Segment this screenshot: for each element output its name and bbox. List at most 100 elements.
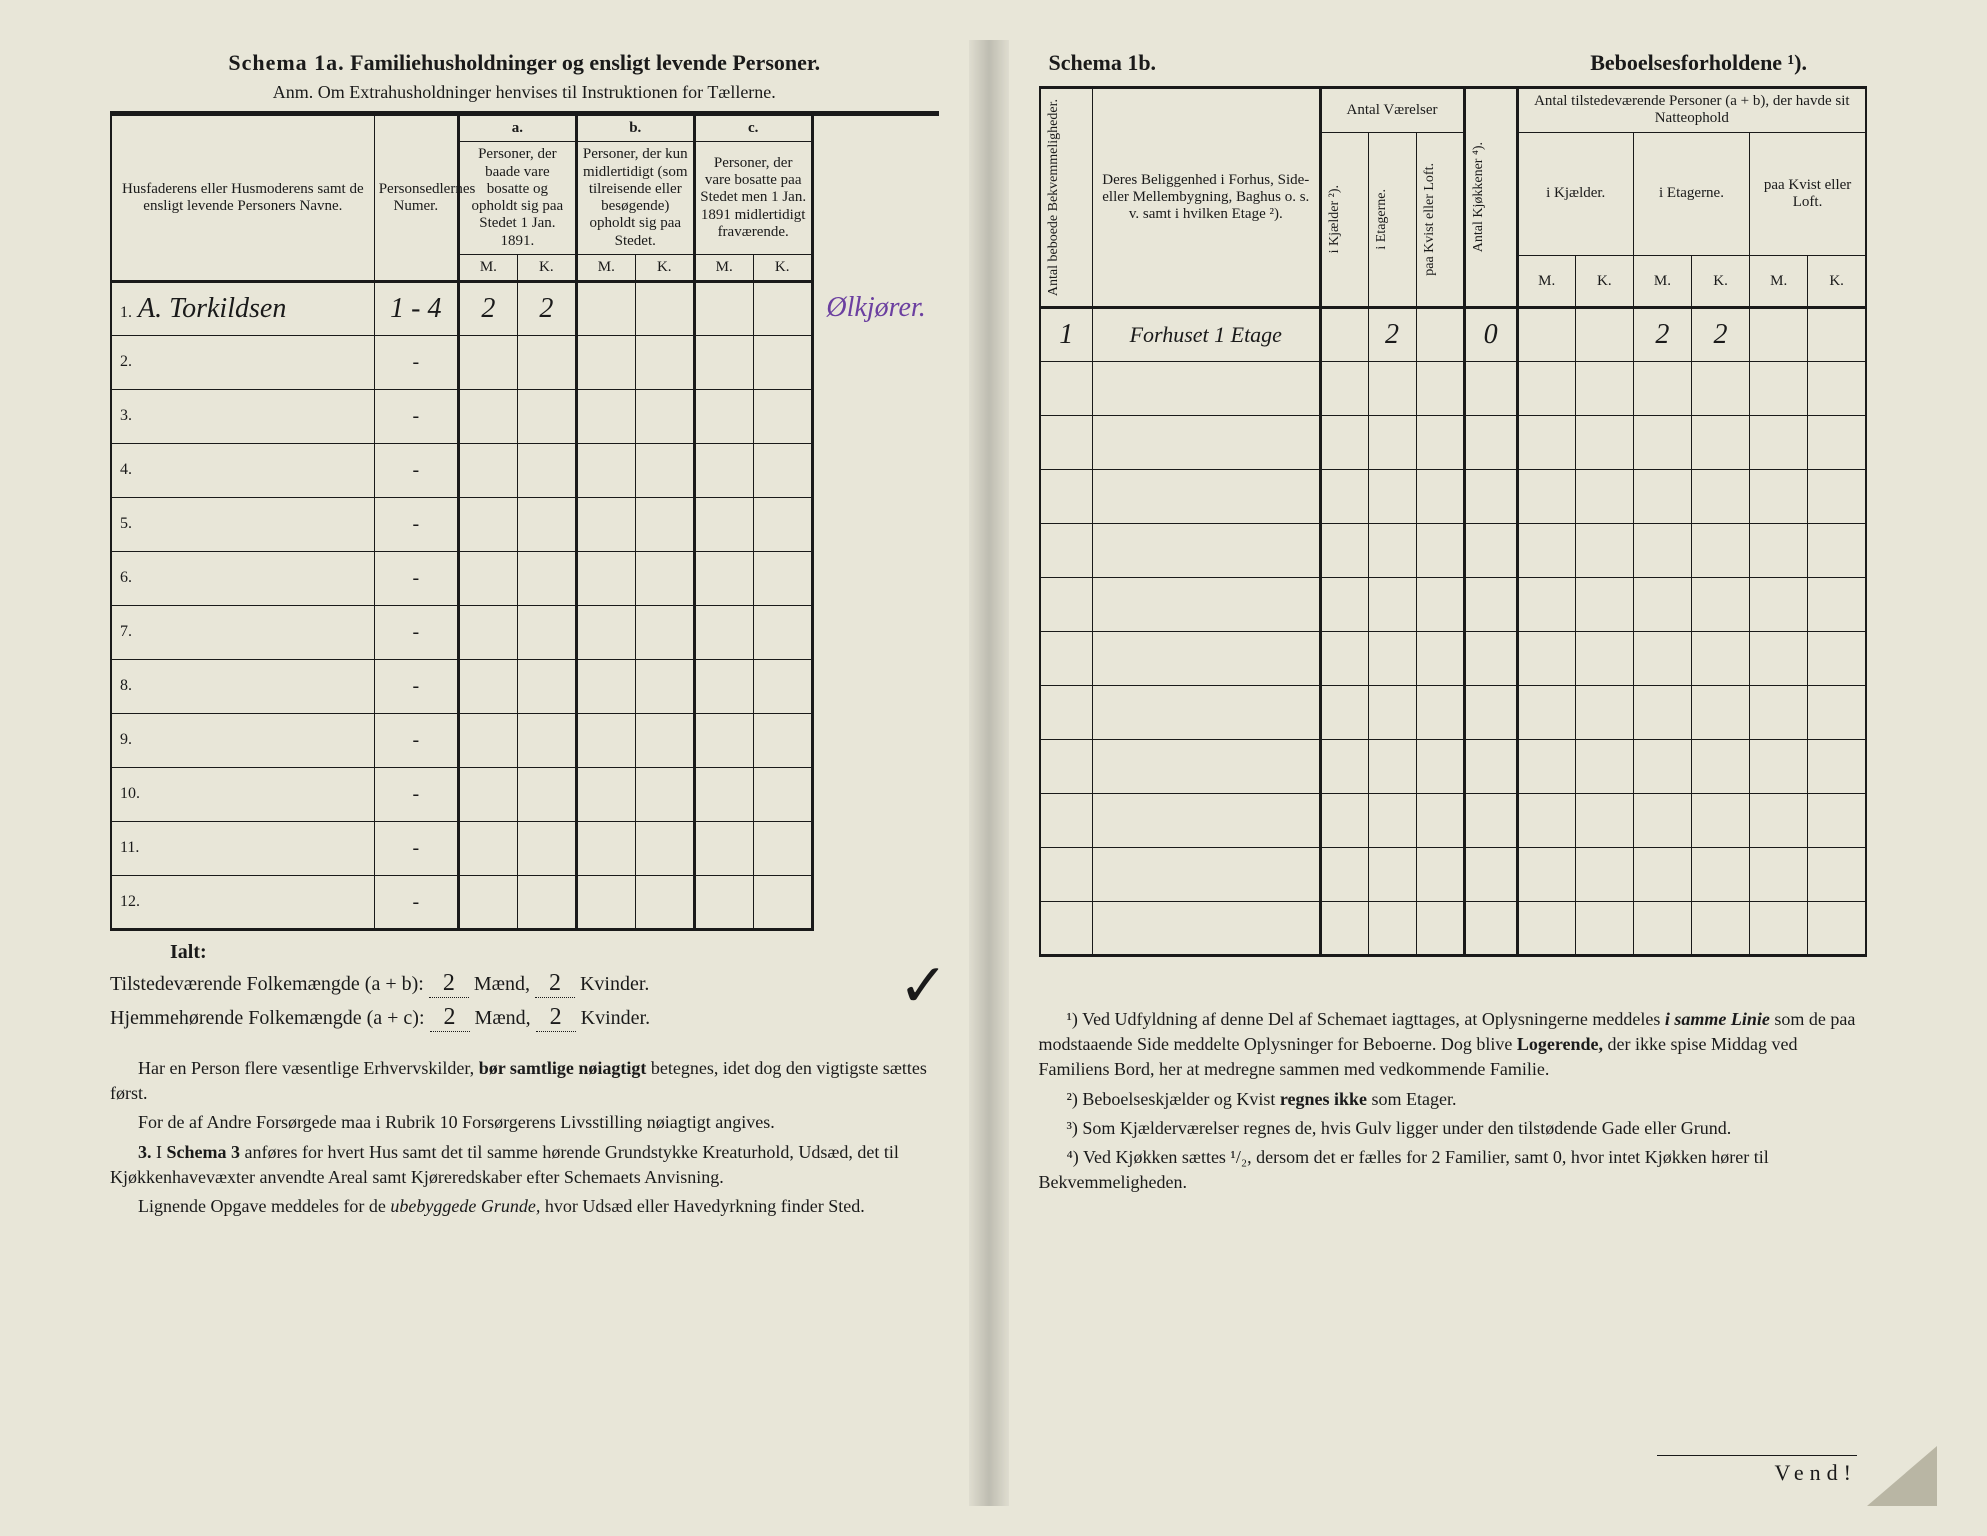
table-row: 7.- — [111, 606, 939, 660]
pkv-k-cell — [1808, 632, 1866, 686]
hdr-antal-kjok: Antal Kjøkkener ⁴). — [1464, 88, 1517, 308]
margin-annotation — [812, 822, 938, 876]
row-name-cell: 2. — [111, 336, 374, 390]
hdr-v-et: i Etagerne. — [1368, 132, 1416, 308]
schema-1a-title: Schema 1a. Familiehusholdninger og ensli… — [110, 50, 939, 76]
schema-1a-table: Husfaderens eller Husmoderens samt de en… — [110, 113, 939, 931]
kvinder-label: Kvinder. — [580, 973, 649, 995]
pkv-k-cell — [1808, 902, 1866, 956]
vaer-et-cell — [1368, 740, 1416, 794]
hdr-persons: Antal tilstedeværende Personer (a + b), … — [1517, 88, 1866, 133]
pet-k-cell — [1691, 416, 1749, 470]
vend-label: Vend! — [1657, 1455, 1857, 1486]
hjemme-label: Hjemmehørende Folkemængde (a + c): — [110, 1007, 425, 1029]
vaer-kj-cell — [1320, 578, 1368, 632]
hdr-a-m: M. — [458, 254, 517, 281]
bekv-cell — [1040, 632, 1093, 686]
hdr-location: Deres Beliggenhed i Forhus, Side- eller … — [1093, 88, 1320, 308]
location-cell — [1093, 686, 1320, 740]
pkv-k-cell — [1808, 848, 1866, 902]
bekv-cell — [1040, 740, 1093, 794]
pet-k-cell — [1691, 902, 1749, 956]
pet-m-cell — [1633, 740, 1691, 794]
table-row: 3.- — [111, 390, 939, 444]
persnum-cell: - — [374, 606, 458, 660]
table-row: 9.- — [111, 714, 939, 768]
persnum-cell: - — [374, 336, 458, 390]
vaer-kv-cell — [1416, 416, 1464, 470]
hdr-pkv-k: K. — [1808, 256, 1866, 308]
pet-k-cell — [1691, 524, 1749, 578]
table-row — [1040, 902, 1867, 956]
vaer-kv-cell — [1416, 632, 1464, 686]
count-cell — [753, 498, 812, 552]
table-row — [1040, 470, 1867, 524]
vaer-kv-cell — [1416, 470, 1464, 524]
pkv-m-cell — [1750, 686, 1808, 740]
pkv-m-cell — [1750, 740, 1808, 794]
pet-m-cell — [1633, 362, 1691, 416]
count-cell — [694, 444, 753, 498]
kjok-cell — [1464, 902, 1517, 956]
pet-m-cell — [1633, 902, 1691, 956]
table-row — [1040, 740, 1867, 794]
pet-m-cell — [1633, 470, 1691, 524]
count-cell — [458, 660, 517, 714]
bekv-cell — [1040, 416, 1093, 470]
count-cell — [458, 390, 517, 444]
row-name-cell: 1.A. Torkildsen — [111, 282, 374, 336]
pet-m-cell — [1633, 848, 1691, 902]
bekv-cell — [1040, 362, 1093, 416]
hdr-pet-m: M. — [1633, 256, 1691, 308]
pkj-m-cell — [1517, 740, 1575, 794]
count-cell — [576, 498, 635, 552]
pet-k-cell — [1691, 848, 1749, 902]
location-cell — [1093, 362, 1320, 416]
row-name-cell: 6. — [111, 552, 374, 606]
count-cell — [517, 390, 576, 444]
pkv-k-cell — [1808, 740, 1866, 794]
pkv-m-cell — [1750, 308, 1808, 362]
row-name-cell: 11. — [111, 822, 374, 876]
table-row: 1Forhuset 1 Etage2022 — [1040, 308, 1867, 362]
count-cell — [576, 822, 635, 876]
pkj-m-cell — [1517, 524, 1575, 578]
vaer-et-cell — [1368, 524, 1416, 578]
count-cell — [635, 390, 694, 444]
count-cell — [458, 822, 517, 876]
vaer-kj-cell — [1320, 362, 1368, 416]
count-cell — [458, 336, 517, 390]
ialt-label: Ialt: — [170, 941, 939, 964]
count-cell — [694, 336, 753, 390]
handwritten-name: A. Torkildsen — [138, 293, 286, 324]
note-p3: 3. I Schema 3 anføres for hvert Hus samt… — [110, 1140, 939, 1190]
table-row: 2.- — [111, 336, 939, 390]
count-cell — [635, 822, 694, 876]
table-row — [1040, 578, 1867, 632]
count-cell — [635, 444, 694, 498]
hdr-b-m: M. — [576, 254, 635, 281]
count-cell — [635, 660, 694, 714]
vaer-et-cell: 2 — [1368, 308, 1416, 362]
location-cell — [1093, 902, 1320, 956]
count-cell — [694, 552, 753, 606]
margin-annotation — [812, 444, 938, 498]
row-name-cell: 4. — [111, 444, 374, 498]
schema-1b-page: Schema 1b. Beboelsesforholdene ¹). Antal… — [1009, 40, 1938, 1506]
count-cell: 2 — [458, 282, 517, 336]
count-cell — [576, 552, 635, 606]
pkj-k-cell — [1575, 902, 1633, 956]
pkj-m-cell — [1517, 470, 1575, 524]
count-cell — [458, 444, 517, 498]
count-cell — [576, 336, 635, 390]
table-row — [1040, 686, 1867, 740]
vaer-et-cell — [1368, 632, 1416, 686]
kjok-cell — [1464, 578, 1517, 632]
bekv-cell — [1040, 794, 1093, 848]
count-cell — [753, 714, 812, 768]
margin-annotation — [812, 552, 938, 606]
hdr-a-text: Personer, der baade vare bosatte og opho… — [458, 142, 576, 255]
hdr-pkj-k: K. — [1575, 256, 1633, 308]
hdr-a-label: a. — [458, 115, 576, 142]
vaer-kv-cell — [1416, 848, 1464, 902]
